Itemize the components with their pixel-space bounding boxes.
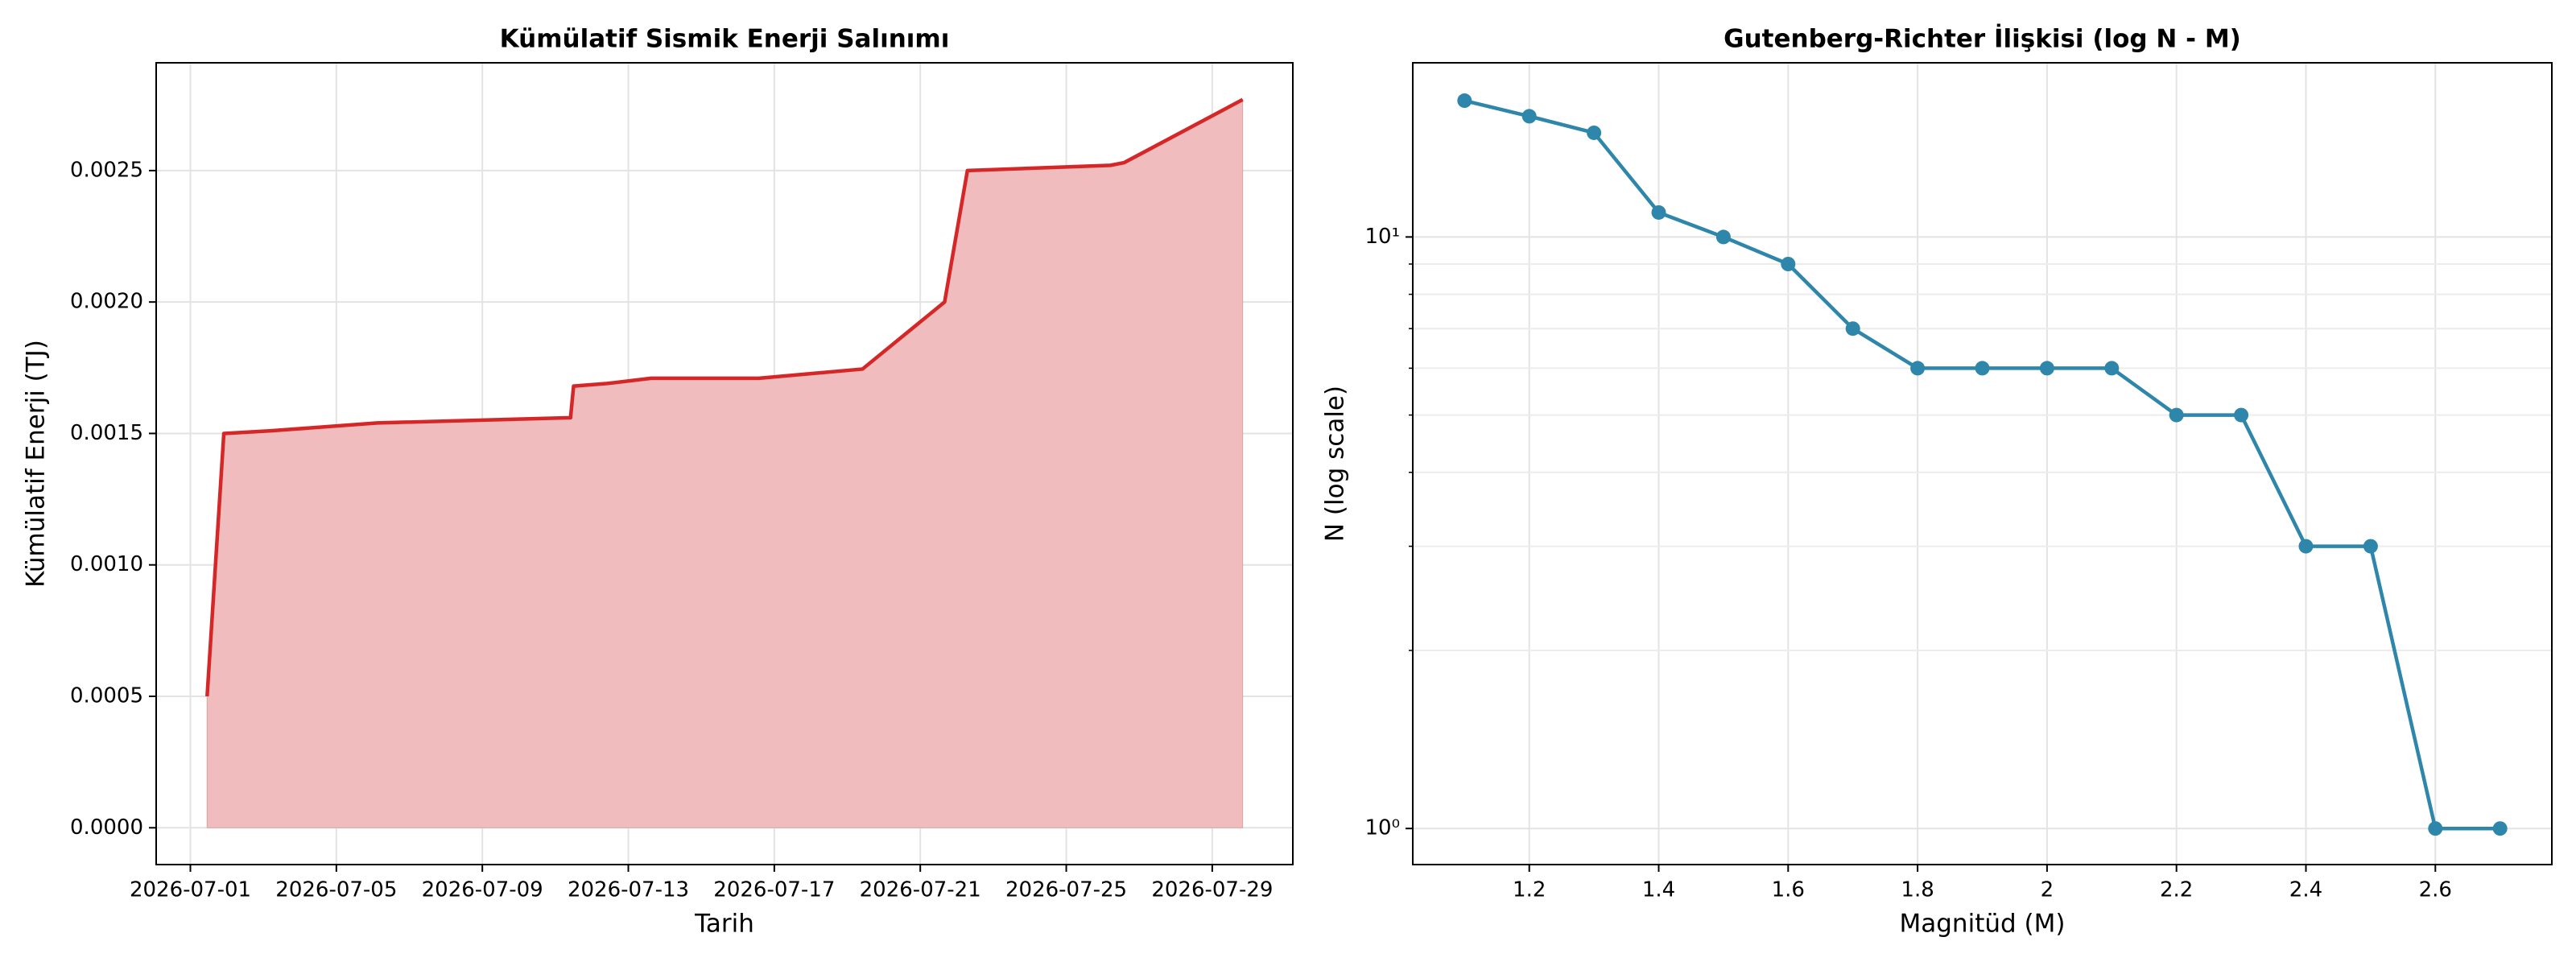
y-tick-label: 10¹ [1364,225,1400,249]
marker [1587,125,1602,140]
x-tick-label: 1.2 [1513,878,1546,902]
marker [2428,821,2443,836]
plot-frame [1412,62,2553,865]
area [206,98,1244,828]
x-tick-label: 2.2 [2160,878,2193,902]
marker [1845,321,1860,336]
line [205,97,1244,697]
marker [2104,361,2120,376]
plot-frame [155,62,1294,865]
marker [2363,539,2378,554]
marker [1975,361,1990,376]
marker [1781,257,1796,272]
x-tick-label: 2 [2041,878,2054,902]
chart-title: Kümülatif Sismik Enerji Salınımı [500,25,950,54]
marker [2169,407,2184,423]
marker [2298,539,2314,554]
x-axis-label: Magnitüd (M) [1900,910,2066,939]
y-tick-label: 0.0015 [70,421,143,445]
marker [1910,361,1926,376]
y-tick-label: 0.0005 [70,684,143,708]
y-tick-label: 0.0000 [70,815,143,840]
x-tick-label: 1.6 [1772,878,1805,902]
y-axis-label: Kümülatif Enerji (TJ) [22,340,51,588]
marker [1457,93,1472,109]
x-tick-label: 2026-07-09 [422,878,543,902]
x-tick-label: 2026-07-17 [713,878,835,902]
x-tick-label: 2.4 [2289,878,2322,902]
line [1463,98,2500,831]
marker [2039,361,2054,376]
marker [2492,821,2508,836]
marker [1651,204,1666,220]
x-tick-label: 2.6 [2419,878,2452,902]
x-tick-label: 2026-07-01 [130,878,251,902]
y-tick-label: 0.0010 [70,552,143,576]
x-tick-label: 1.4 [1642,878,1675,902]
y-tick-label: 0.0025 [70,158,143,182]
x-tick-label: 2026-07-25 [1005,878,1127,902]
chart-title: Gutenberg-Richter İlişkisi (log N - M) [1724,25,2241,54]
marker [1715,229,1731,245]
x-tick-label: 1.8 [1901,878,1934,902]
y-tick-label: 0.0020 [70,290,143,314]
x-tick-label: 2026-07-05 [275,878,397,902]
marker [1521,109,1537,124]
x-tick-label: 2026-07-13 [568,878,689,902]
x-tick-label: 2026-07-29 [1151,878,1273,902]
y-tick-label: 10⁰ [1364,816,1400,840]
x-tick-label: 2026-07-21 [860,878,981,902]
x-axis-label: Tarih [694,910,754,939]
marker [2234,407,2249,423]
y-axis-label: N (log scale) [1321,386,1350,542]
